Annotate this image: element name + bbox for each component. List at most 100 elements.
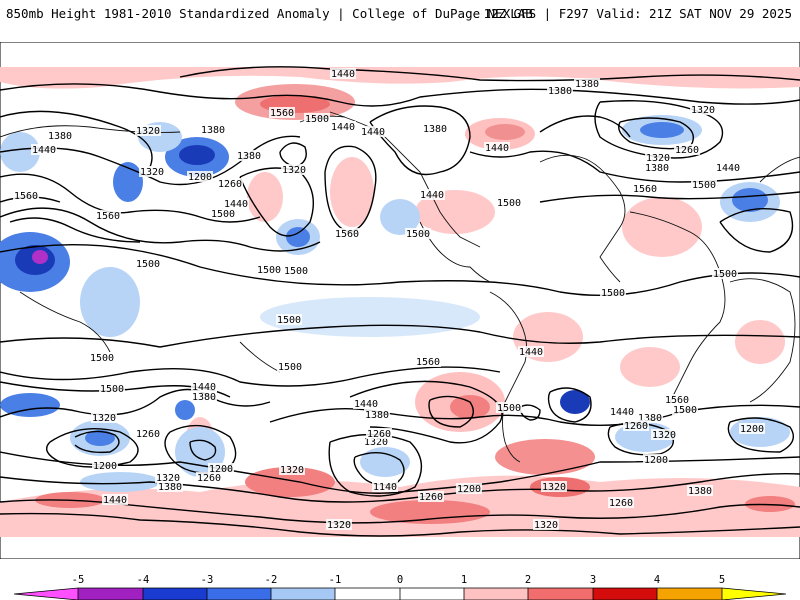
contour-label: 1500 [277, 315, 301, 326]
contour-label-bg [200, 124, 226, 135]
contour-label: 1560 [14, 191, 38, 202]
contour-label: 1200 [209, 464, 233, 475]
contour-label: 1560 [416, 357, 440, 368]
contour-label-bg [334, 228, 360, 239]
contour-label: 1440 [32, 145, 56, 156]
contour-label-bg [283, 265, 309, 276]
contour-label-bg [484, 142, 510, 153]
contour-label-bg [269, 107, 295, 118]
contour-label-bg [632, 183, 658, 194]
contour-label: 1320 [646, 153, 670, 164]
contour-label: 1560 [270, 108, 294, 119]
contour-label: 1440 [361, 127, 385, 138]
height-contours [0, 66, 800, 537]
colorbar-segment-m3-m2 [207, 588, 271, 600]
contour-label: 1260 [197, 473, 221, 484]
contour-label: 1320 [92, 413, 116, 424]
contour-label: 1200 [644, 455, 668, 466]
contour-label-bg [102, 494, 128, 505]
contour-label-bg [415, 356, 441, 367]
contour-label-bg [89, 352, 115, 363]
contour-label: 1440 [485, 143, 509, 154]
contour-label-bg [715, 162, 741, 173]
contour-label: 1380 [365, 410, 389, 421]
model-run-info: 12Z GFS | F297 Valid: 21Z SAT NOV 29 202… [483, 6, 792, 21]
colorbar: -5 -4 -3 -2 -1 0 1 2 3 4 5 [13, 574, 787, 600]
contour-label-bg [372, 481, 398, 492]
contour-label: 1260 [367, 429, 391, 440]
contour-label: 1320 [534, 520, 558, 531]
contour-label-bg [712, 268, 738, 279]
contour-label: 1380 [548, 86, 572, 97]
contour-label: 1320 [652, 430, 676, 441]
contour-label-bg [31, 144, 57, 155]
contour-label: 1500 [90, 353, 114, 364]
contour-label-bg [196, 472, 222, 483]
colorbar-tip-low [14, 588, 78, 600]
contour-label-bg [674, 144, 700, 155]
colorbar-segment-1-2 [464, 588, 528, 600]
contour-label-bg [281, 164, 307, 175]
contour-label: 1500 [692, 180, 716, 191]
contour-label-bg [366, 428, 392, 439]
colorbar-segment-m5-m4 [78, 588, 143, 600]
colorbar-tick-label: 5 [719, 574, 725, 586]
contour-label-bg [608, 497, 634, 508]
contour-label-bg [276, 314, 302, 325]
contour-label-bg [363, 436, 389, 447]
contour-label-bg [418, 491, 444, 502]
colorbar-tick-label: 3 [590, 574, 596, 586]
contour-label: 1500 [257, 265, 281, 276]
contour-label-bg [541, 481, 567, 492]
contour-label-bg [217, 178, 243, 189]
contour-label-bg [277, 361, 303, 372]
contour-label-bg [637, 412, 663, 423]
colorbar-segment-2-3 [528, 588, 593, 600]
colorbar-tick-label: 4 [654, 574, 660, 586]
contour-label: 1320 [327, 520, 351, 531]
contour-label: 1380 [192, 392, 216, 403]
contour-label-bg [739, 423, 765, 434]
contour-label: 1200 [457, 484, 481, 495]
contour-label-bg [574, 78, 600, 89]
contour-label: 1320 [282, 165, 306, 176]
contour-label-bg [236, 150, 262, 161]
colorbar-segment-3-4 [593, 588, 657, 600]
contour-label: 1440 [192, 382, 216, 393]
contour-label: 1380 [645, 163, 669, 174]
contour-label-bg [644, 162, 670, 173]
contour-label-bg [210, 208, 236, 219]
map-title: 850mb Height 1981-2010 Standardized Anom… [6, 6, 533, 21]
contour-label: 1260 [136, 429, 160, 440]
contour-label-bg [99, 383, 125, 394]
colorbar-dividers [77, 588, 723, 600]
contour-label: 1320 [140, 167, 164, 178]
contour-label-bg [496, 402, 522, 413]
contour-label: 1380 [575, 79, 599, 90]
colorbar-tick-label: -2 [265, 574, 278, 586]
contour-label-bg [135, 428, 161, 439]
contour-label-bg [518, 346, 544, 357]
contour-label-bg [672, 404, 698, 415]
contour-label: 1200 [188, 172, 212, 183]
contour-label-bg [691, 179, 717, 190]
contour-label-bg [191, 381, 217, 392]
contour-label: 1560 [96, 211, 120, 222]
contour-label: 1200 [93, 461, 117, 472]
contour-label: 1380 [423, 124, 447, 135]
contour-label: 1500 [713, 269, 737, 280]
contour-label-bg [330, 121, 356, 132]
colorbar-tick-label: -1 [329, 574, 342, 586]
contour-label-bg [422, 123, 448, 134]
contour-label-bg [256, 264, 282, 275]
contour-label: 1320 [136, 126, 160, 137]
contour-label: 1260 [419, 492, 443, 503]
contour-label: 1500 [497, 403, 521, 414]
contour-label: 1500 [305, 114, 329, 125]
contour-label-bg [279, 464, 305, 475]
contour-label-bg [304, 113, 330, 124]
contour-label-bg [330, 68, 356, 79]
contour-label-bg [690, 104, 716, 115]
colorbar-tick-label: 1 [461, 574, 467, 586]
